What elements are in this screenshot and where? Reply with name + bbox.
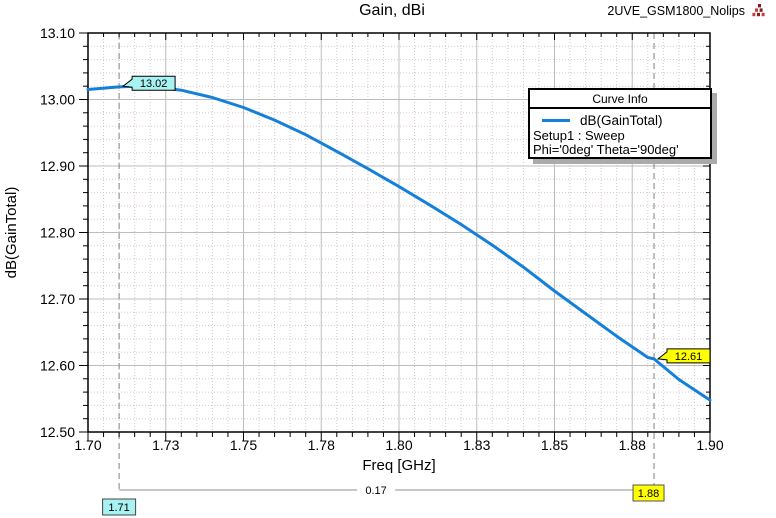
marker1-value-tag[interactable] [121, 75, 176, 91]
y-axis-title: dB(GainTotal) [3, 187, 20, 279]
legend-entry[interactable]: dB(GainTotal) [530, 109, 710, 129]
svg-text:13.10: 13.10 [40, 25, 75, 41]
delta-value-label: 0.17 [365, 485, 386, 497]
legend-entry-label: dB(GainTotal) [580, 113, 663, 128]
legend-sweep-line: Setup1 : Sweep [533, 128, 625, 143]
svg-text:1.80: 1.80 [385, 437, 412, 453]
curve-info-legend[interactable]: Curve Info dB(GainTotal) Setup1 : Sweep … [528, 88, 712, 159]
svg-text:12.70: 12.70 [40, 291, 75, 307]
svg-text:1.88: 1.88 [619, 437, 646, 453]
svg-text:1.85: 1.85 [541, 437, 568, 453]
svg-text:1.73: 1.73 [152, 437, 179, 453]
svg-text:1.83: 1.83 [463, 437, 490, 453]
svg-text:12.80: 12.80 [40, 225, 75, 241]
svg-text:1.88: 1.88 [638, 488, 659, 500]
curve-swatch-icon [542, 119, 570, 122]
project-name-label: 2UVE_GSM1800_Nolips [607, 4, 745, 18]
svg-text:1.90: 1.90 [696, 437, 723, 453]
svg-text:1.78: 1.78 [308, 437, 335, 453]
svg-text:13.00: 13.00 [40, 92, 75, 108]
legend-phi-theta-line: Phi='0deg' Theta='90deg' [533, 142, 679, 157]
marker2-x-label[interactable] [632, 484, 665, 502]
svg-text:12.61: 12.61 [675, 351, 703, 363]
marker2-value-tag[interactable] [656, 348, 711, 364]
svg-text:1.70: 1.70 [74, 437, 101, 453]
ansys-logo-icon [752, 4, 765, 17]
svg-text:1.71: 1.71 [108, 502, 129, 514]
svg-text:12.60: 12.60 [40, 358, 75, 374]
legend-title: Curve Info [530, 90, 710, 109]
svg-text:1.75: 1.75 [230, 437, 257, 453]
svg-text:12.90: 12.90 [40, 158, 75, 174]
marker1-x-label[interactable] [102, 498, 137, 516]
svg-text:12.50: 12.50 [40, 424, 75, 440]
x-axis-title: Freq [GHz] [362, 457, 435, 474]
axes [79, 32, 711, 441]
svg-text:13.02: 13.02 [140, 78, 168, 90]
chart-title: Gain, dBi [359, 2, 425, 19]
